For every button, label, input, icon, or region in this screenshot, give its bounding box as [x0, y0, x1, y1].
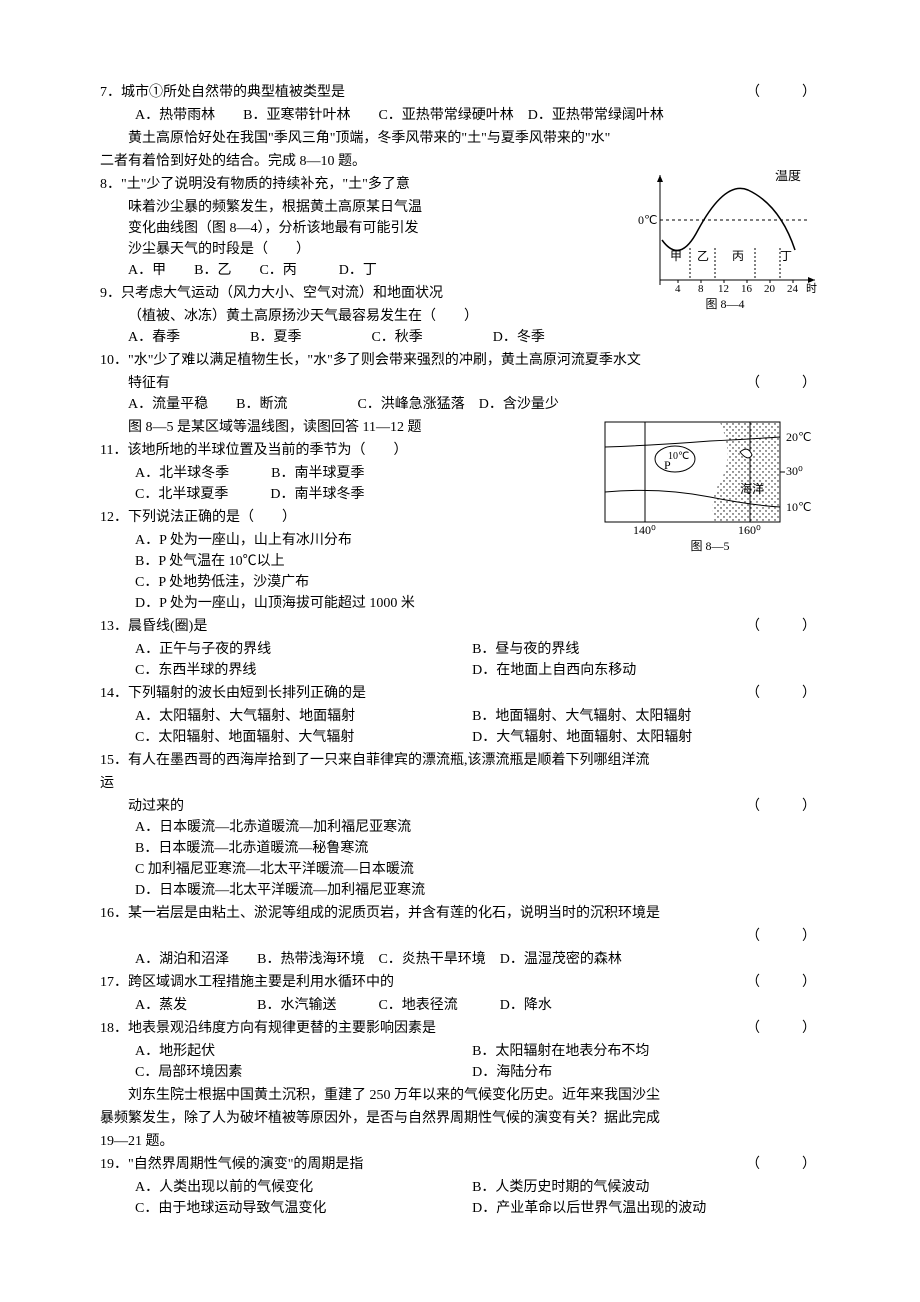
q19-a: A．人类出现以前的气候变化: [135, 1177, 469, 1198]
q15-l3: 动过来的 （ ）: [100, 796, 830, 817]
intro-8-10-l1: 黄土高原恰好处在我国"季风三角"顶端，冬季风带来的"土"与夏季风带来的"水": [100, 128, 830, 149]
q11-stem: 11．该地所地的半球位置及当前的季节为（ ）: [100, 440, 830, 461]
q13-a: A．正午与子夜的界线: [135, 639, 469, 660]
figure-8-4-wrap: 温度 0℃ 4 8 12 16 20 24 时: [100, 174, 830, 348]
q7-options: A．热带雨林 B．亚寒带针叶林 C．亚热带常绿硬叶林 D．亚热带常绿阔叶林: [100, 105, 830, 126]
q9-l1: 9．只考虑大气运动（风力大小、空气对流）和地面状况: [100, 283, 830, 304]
q18-paren: （ ）: [746, 1018, 830, 1039]
svg-text:丁: 丁: [780, 249, 792, 263]
q7-paren: （ ）: [746, 82, 830, 103]
q14-stem-text: 14．下列辐射的波长由短到长排列正确的是: [100, 686, 366, 701]
q10-l2: 特征有 （ ）: [100, 373, 830, 394]
q13-d: D．在地面上自西向东移动: [472, 663, 636, 678]
q12-c: C．P 处地势低洼，沙漠广布: [100, 572, 830, 593]
q17-paren: （ ）: [746, 972, 830, 993]
q19-stem: 19．"自然界周期性气候的演变"的周期是指 （ ）: [100, 1154, 830, 1175]
q19-c: C．由于地球运动导致气温变化: [135, 1198, 469, 1219]
svg-text:甲: 甲: [670, 249, 682, 263]
q18-a: A．地形起伏: [135, 1041, 469, 1062]
svg-text:丙: 丙: [732, 249, 744, 263]
q8-l1: 8．"土"少了说明没有物质的持续补充，"土"多了意: [100, 174, 830, 195]
q17-opts: A．蒸发 B．水汽输送 C．地表径流 D．降水: [100, 995, 830, 1016]
intro-19-l3: 19—21 题。: [100, 1131, 830, 1152]
q19-b: B．人类历史时期的气候波动: [472, 1180, 649, 1195]
q10-opts: A．流量平稳 B．断流 C．洪峰急涨猛落 D．含沙量少: [100, 394, 830, 415]
q19-stem-text: 19．"自然界周期性气候的演变"的周期是指: [100, 1157, 363, 1172]
q13-b: B．昼与夜的界线: [472, 642, 579, 657]
q17-stem: 17．跨区域调水工程措施主要是利用水循环中的 （ ）: [100, 972, 830, 993]
q10-l1: 10．"水"少了难以满足植物生长，"水"多了则会带来强烈的冲刷，黄土高原河流夏季…: [100, 350, 830, 371]
q14-b: B．地面辐射、大气辐射、太阳辐射: [472, 709, 691, 724]
q19-d: D．产业革命以后世界气温出现的波动: [472, 1201, 706, 1216]
q14-c: C．太阳辐射、地面辐射、大气辐射: [135, 727, 469, 748]
q14-paren: （ ）: [746, 683, 830, 704]
q16-paren: （ ）: [746, 926, 830, 947]
q10-paren: （ ）: [746, 373, 830, 394]
q15-c: C 加利福尼亚寒流—北太平洋暖流—日本暖流: [100, 859, 830, 880]
q12-d: D．P 处为一座山，山顶海拔可能超过 1000 米: [100, 593, 830, 614]
q18-row2: C．局部环境因素 D．海陆分布: [100, 1062, 830, 1083]
intro-8-10-l2: 二者有着恰到好处的结合。完成 8—10 题。: [100, 151, 830, 172]
q18-c: C．局部环境因素: [135, 1062, 469, 1083]
q14-a: A．太阳辐射、大气辐射、地面辐射: [135, 706, 469, 727]
q12-stem: 12．下列说法正确的是（ ）: [100, 507, 830, 528]
q19-row2: C．由于地球运动导致气温变化 D．产业革命以后世界气温出现的波动: [100, 1198, 830, 1219]
q18-stem: 18．地表景观沿纬度方向有规律更替的主要影响因素是 （ ）: [100, 1018, 830, 1039]
q14-d: D．大气辐射、地面辐射、太阳辐射: [472, 730, 692, 745]
q16-stem: 16．某一岩层是由粘土、淤泥等组成的泥质页岩，并含有莲的化石，说明当时的沉积环境…: [100, 903, 830, 924]
fig84-zero: 0℃: [638, 213, 657, 227]
q10-l2-text: 特征有: [128, 376, 170, 391]
q13-c: C．东西半球的界线: [135, 660, 469, 681]
q13-paren: （ ）: [746, 616, 830, 637]
q15-d: D．日本暖流—北太平洋暖流—加利福尼亚寒流: [100, 880, 830, 901]
q13-stem-text: 13．晨昏线(圈)是: [100, 619, 207, 634]
fig85-caption: 图 8—5: [600, 537, 820, 555]
svg-text:乙: 乙: [697, 249, 709, 263]
q18-stem-text: 18．地表景观沿纬度方向有规律更替的主要影响因素是: [100, 1021, 436, 1036]
q13-stem: 13．晨昏线(圈)是 （ ）: [100, 616, 830, 637]
q16-paren-row: （ ）: [100, 926, 830, 947]
q14-stem: 14．下列辐射的波长由短到长排列正确的是 （ ）: [100, 683, 830, 704]
q13-row2: C．东西半球的界线 D．在地面上自西向东移动: [100, 660, 830, 681]
q15-paren: （ ）: [746, 796, 830, 817]
q13-row1: A．正午与子夜的界线 B．昼与夜的界线: [100, 639, 830, 660]
intro-19-l1: 刘东生院士根据中国黄土沉积，重建了 250 万年以来的气候变化历史。近年来我国沙…: [100, 1085, 830, 1106]
figure-8-5-wrap: 图 8—5 是某区域等温线图，读图回答 11—12 题 P 10℃: [100, 417, 830, 614]
fig84-curve: [662, 188, 795, 250]
q18-b: B．太阳辐射在地表分布不均: [472, 1044, 649, 1059]
intro-19-l2: 暴频繁发生，除了人为破坏植被等原因外，是否与自然界周期性气候的演变有关？据此完成: [100, 1108, 830, 1129]
q15-b: B．日本暖流—北赤道暖流—秘鲁寒流: [100, 838, 830, 859]
q18-d: D．海陆分布: [472, 1065, 552, 1080]
q17-stem-text: 17．跨区域调水工程措施主要是利用水循环中的: [100, 975, 394, 990]
q9-opts: A．春季 B．夏季 C．秋季 D．冬季: [100, 327, 830, 348]
q19-row1: A．人类出现以前的气候变化 B．人类历史时期的气候波动: [100, 1177, 830, 1198]
figure-8-5: P 10℃ 20℃ 30⁰ 10℃ 海洋 140⁰ 160⁰ 图 8—5: [600, 417, 820, 555]
q15-l1: 15．有人在墨西哥的西海岸拾到了一只来自菲律宾的漂流瓶,该漂流瓶是顺着下列哪组洋…: [100, 750, 830, 771]
q14-row2: C．太阳辐射、地面辐射、大气辐射 D．大气辐射、地面辐射、太阳辐射: [100, 727, 830, 748]
q14-row1: A．太阳辐射、大气辐射、地面辐射 B．地面辐射、大气辐射、太阳辐射: [100, 706, 830, 727]
q15-l2: 运: [100, 773, 830, 794]
q15-l3-text: 动过来的: [128, 799, 184, 814]
q18-row1: A．地形起伏 B．太阳辐射在地表分布不均: [100, 1041, 830, 1062]
svg-text:30⁰: 30⁰: [786, 464, 803, 478]
q15-a: A．日本暖流—北赤道暖流—加利福尼亚寒流: [100, 817, 830, 838]
svg-text:海洋: 海洋: [740, 481, 764, 496]
q16-opts: A．湖泊和沼泽 B．热带浅海环境 C．炎热干旱环境 D．温湿茂密的森林: [100, 949, 830, 970]
q7-stem: 7．城市①所处自然带的典型植被类型是: [100, 85, 345, 100]
q19-paren: （ ）: [746, 1154, 830, 1175]
question-7: 7．城市①所处自然带的典型植被类型是 （ ）: [100, 82, 830, 103]
